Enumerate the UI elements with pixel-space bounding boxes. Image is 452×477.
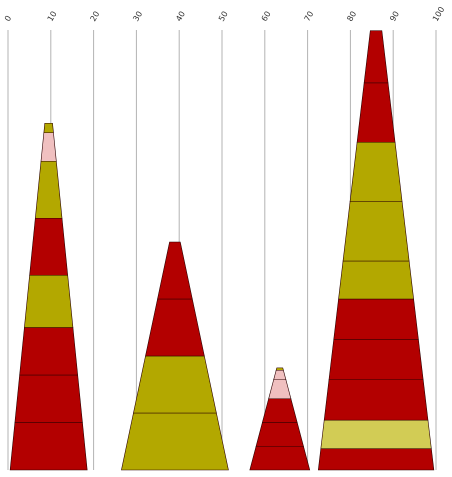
- cone-4-segment-4: [328, 339, 424, 381]
- cone-4-segment-3: [323, 379, 429, 421]
- cone-3: [249, 367, 311, 471]
- x-tick-label: 10: [46, 10, 59, 23]
- x-tick-label: 30: [131, 10, 144, 23]
- x-tick-label: 90: [388, 10, 401, 23]
- cone-3-segment-1: [249, 445, 311, 471]
- cone-4-segment-10: [363, 30, 389, 84]
- cone-3-segment-6: [275, 367, 284, 371]
- x-tick-label: 40: [174, 10, 187, 23]
- cone-4-segment-5: [333, 298, 419, 340]
- cones: [9, 30, 435, 471]
- cone-1-segment-4: [24, 274, 74, 328]
- cone-1-segment-6: [34, 160, 63, 219]
- cone-4-segment-9: [356, 82, 396, 143]
- cone-1-segment-3: [19, 327, 79, 376]
- x-tick-label: 50: [217, 10, 230, 23]
- cone-3-segment-2: [255, 422, 304, 447]
- x-tick-label: 20: [89, 10, 102, 23]
- cone-4-segment-1: [317, 448, 435, 471]
- cone-1-segment-1: [9, 422, 88, 471]
- x-tick-label: 80: [345, 10, 358, 23]
- cone-4-segment-6: [338, 260, 414, 300]
- cone-1-segment-7: [40, 132, 57, 162]
- cone-1-segment-5: [29, 217, 69, 276]
- cone-3-segment-3: [261, 398, 298, 423]
- cone-1-segment-2: [14, 374, 83, 423]
- cone-4-segment-8: [349, 141, 403, 202]
- cone-3-segment-4: [268, 379, 292, 400]
- cone-2-segment-4: [157, 241, 193, 300]
- cone-2-segment-2: [133, 355, 217, 414]
- cone-1: [9, 122, 88, 471]
- cone-2-segment-3: [145, 298, 205, 357]
- x-axis-tick-labels: 0 10 20 30 40 50 60 70 80 90 100: [3, 5, 446, 23]
- cone-4-segment-7: [342, 201, 410, 262]
- cone-4: [317, 30, 435, 471]
- cone-4-segment-2: [320, 419, 432, 449]
- cone-2-segment-1: [121, 412, 229, 471]
- x-tick-label: 0: [3, 14, 13, 23]
- x-tick-label: 60: [260, 10, 273, 23]
- cone-2: [121, 241, 229, 471]
- x-tick-label: 70: [303, 10, 316, 23]
- cone-1-segment-8: [43, 122, 54, 134]
- cone-3-segment-5: [273, 369, 287, 381]
- x-tick-label: 100: [431, 5, 446, 23]
